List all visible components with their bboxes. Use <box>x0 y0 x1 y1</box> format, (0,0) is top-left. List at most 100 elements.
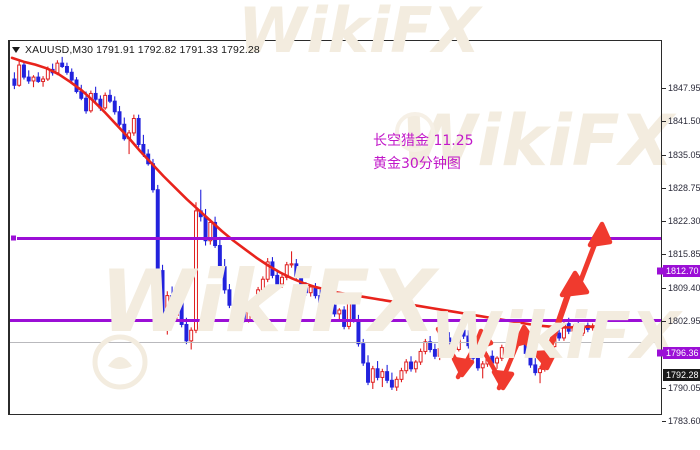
candle-body <box>423 341 428 352</box>
candle-body <box>294 263 299 277</box>
annotation-line-2: 黄金30分钟图 <box>373 156 461 172</box>
candle-body <box>399 370 404 380</box>
candle-body <box>21 64 26 78</box>
price-axis-tick <box>662 88 666 89</box>
candle-body <box>413 361 418 370</box>
candle-body <box>165 295 170 319</box>
price-axis-label: 1835.05 <box>668 150 700 160</box>
candle-body <box>256 289 261 304</box>
candle-body <box>232 304 237 319</box>
candle-body <box>170 295 175 316</box>
candle-body <box>332 304 337 315</box>
candle-body <box>41 78 46 82</box>
candle-body <box>36 76 41 82</box>
candle-body <box>265 261 270 280</box>
candle-body <box>289 263 294 266</box>
candle-body <box>375 368 380 378</box>
candle-body <box>275 274 280 285</box>
analyst-annotation: 长空猎金 11.25 黄金30分钟图 <box>373 130 474 176</box>
candle-body <box>389 379 394 388</box>
candle-body <box>342 309 347 327</box>
candle-body <box>561 323 566 339</box>
candle-body <box>155 189 160 272</box>
chevron-down-icon[interactable] <box>12 46 20 53</box>
candle-body <box>260 278 265 291</box>
price-axis-label: 1802.95 <box>668 316 700 326</box>
candle-body <box>346 298 351 327</box>
price-axis-label: 1847.95 <box>668 83 700 93</box>
candle-body <box>432 349 437 357</box>
candle-body <box>112 100 117 113</box>
candle-body <box>107 94 112 102</box>
candle-body <box>318 295 323 303</box>
price-axis-tick <box>662 155 666 156</box>
candle-body <box>461 329 466 337</box>
candle-body <box>93 92 98 100</box>
candle-body <box>452 343 457 351</box>
candle-body <box>222 266 227 291</box>
price-tag-handle[interactable] <box>657 349 664 357</box>
candlestick-series <box>12 56 595 391</box>
support-price-tag[interactable]: 1796.36 <box>663 347 700 359</box>
candle-body <box>179 297 184 325</box>
candle-body <box>370 368 375 383</box>
candle-body <box>581 324 586 334</box>
candle-body <box>213 221 218 247</box>
price-axis-tick <box>662 421 666 422</box>
candle-body <box>189 329 194 342</box>
price-axis-tick <box>662 388 666 389</box>
candle-body <box>64 66 69 73</box>
price-axis-label: 1828.75 <box>668 183 700 193</box>
candle-body <box>456 329 461 351</box>
resistance-price-tag[interactable]: 1812.70 <box>663 265 700 277</box>
current-price-line <box>10 342 661 343</box>
candle-body <box>499 347 504 359</box>
candle-body <box>380 371 385 378</box>
symbol-header[interactable]: XAUUSD,M30 1791.91 1792.82 1791.33 1792.… <box>12 42 260 57</box>
candle-body <box>26 76 31 82</box>
chart-plot-area[interactable] <box>10 41 661 414</box>
price-tag-handle[interactable] <box>657 267 664 275</box>
price-axis-label: 1809.40 <box>668 283 700 293</box>
support-line[interactable] <box>10 319 661 322</box>
candle-body <box>217 245 222 268</box>
price-axis-label: 1783.60 <box>668 416 700 426</box>
price-axis-tick <box>662 288 666 289</box>
candle-body <box>88 92 93 112</box>
candle-body <box>194 210 198 331</box>
price-scale-axis[interactable]: 1847.95 1841.50 1835.05 1828.75 1822.30 1815.… <box>657 40 700 450</box>
candle-body <box>437 348 442 357</box>
price-axis-tick <box>662 121 666 122</box>
candle-body <box>60 62 65 68</box>
candle-body <box>504 347 509 353</box>
candle-body <box>404 361 409 372</box>
candle-body <box>84 97 89 112</box>
candle-body <box>323 295 327 303</box>
candle-body <box>447 337 452 345</box>
candle-body <box>117 111 122 125</box>
candle-body <box>409 361 414 370</box>
arrow-head-up-4 <box>587 221 613 248</box>
candle-body <box>136 117 141 145</box>
price-axis-tick <box>662 321 666 322</box>
candle-body <box>160 270 165 319</box>
resistance-line[interactable] <box>10 237 661 240</box>
candle-body <box>227 289 232 306</box>
candle-body <box>69 71 74 81</box>
candle-body <box>280 276 284 285</box>
price-axis-tick <box>662 221 666 222</box>
current-price-tag[interactable]: 1792.28 <box>663 369 700 381</box>
candle-body <box>533 364 538 374</box>
price-axis-label: 1822.30 <box>668 216 700 226</box>
candle-body <box>418 350 423 363</box>
candle-body <box>394 378 399 388</box>
candle-body <box>31 76 36 82</box>
candle-body <box>475 357 480 369</box>
candle-body <box>366 362 370 383</box>
candle-body <box>131 117 136 134</box>
candle-body <box>428 341 433 351</box>
candle-body <box>361 343 366 364</box>
resistance-line-handle[interactable] <box>10 234 17 242</box>
candle-body <box>538 368 543 374</box>
candle-body <box>174 297 179 316</box>
